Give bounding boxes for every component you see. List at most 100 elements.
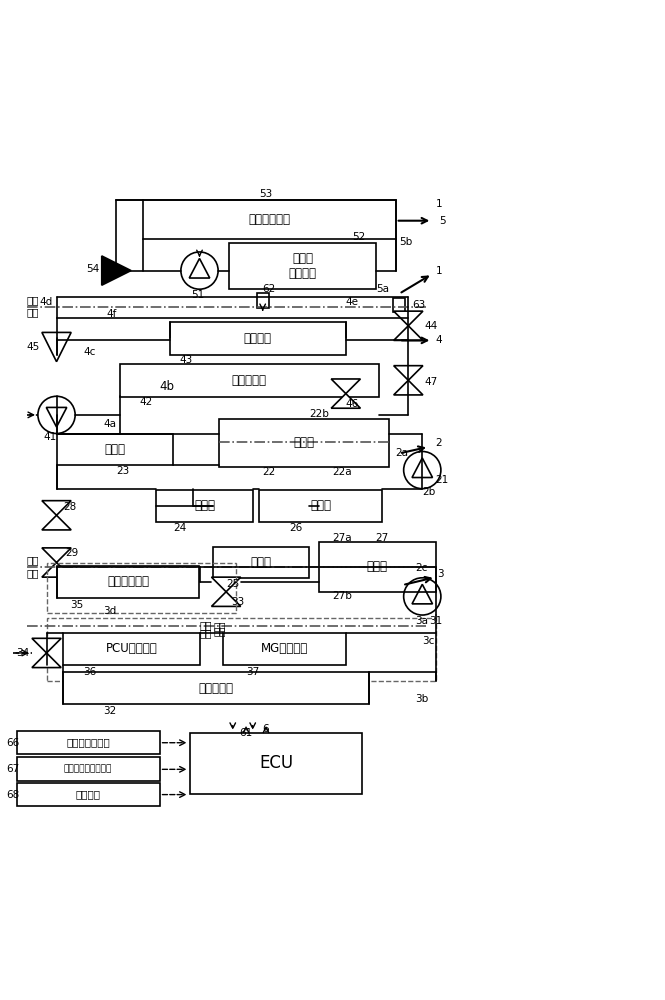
- Text: ECU: ECU: [259, 754, 293, 772]
- Text: 蒸发器: 蒸发器: [311, 499, 331, 512]
- Text: 後方: 後方: [27, 296, 39, 306]
- Text: 操作面板: 操作面板: [76, 789, 100, 799]
- Polygon shape: [42, 515, 71, 530]
- Text: 前方: 前方: [27, 307, 39, 317]
- Text: 33: 33: [231, 597, 245, 607]
- Text: 前方: 前方: [213, 621, 225, 631]
- Text: 63: 63: [412, 300, 426, 310]
- Text: 31: 31: [429, 616, 442, 626]
- Bar: [259, 490, 382, 522]
- Polygon shape: [331, 394, 360, 408]
- Bar: [156, 490, 253, 522]
- Bar: [57, 434, 173, 465]
- Polygon shape: [394, 311, 423, 326]
- Bar: [319, 542, 436, 592]
- Text: PCU热交换器: PCU热交换器: [106, 642, 157, 655]
- Text: 21: 21: [436, 475, 449, 485]
- Text: 4b: 4b: [160, 380, 175, 393]
- Polygon shape: [394, 380, 423, 395]
- Polygon shape: [42, 563, 71, 577]
- Text: 43: 43: [180, 355, 193, 365]
- Text: 27: 27: [376, 533, 389, 543]
- Polygon shape: [102, 256, 131, 285]
- Text: 4: 4: [436, 335, 442, 345]
- Text: 外部空气温度传感器: 外部空气温度传感器: [64, 764, 112, 773]
- Bar: [143, 200, 396, 239]
- Text: 22b: 22b: [309, 409, 329, 419]
- Text: 5: 5: [439, 216, 446, 226]
- Polygon shape: [211, 592, 241, 606]
- Text: 3: 3: [438, 569, 444, 579]
- Text: 膨胀阀: 膨胀阀: [251, 556, 271, 569]
- Text: 62: 62: [263, 284, 276, 294]
- Bar: [17, 731, 160, 754]
- Text: 电池热交换器: 电池热交换器: [107, 575, 149, 588]
- Text: 32: 32: [103, 706, 116, 716]
- Text: 44: 44: [424, 321, 438, 331]
- Bar: [63, 633, 200, 665]
- Polygon shape: [394, 326, 423, 340]
- Text: 28: 28: [63, 502, 76, 512]
- Text: 2a: 2a: [396, 448, 409, 458]
- Text: 冷却器: 冷却器: [367, 560, 388, 573]
- Text: 34: 34: [17, 648, 30, 658]
- Text: 23: 23: [116, 466, 130, 476]
- Text: 53: 53: [259, 189, 273, 199]
- Text: 67: 67: [7, 764, 20, 774]
- Polygon shape: [42, 332, 71, 362]
- Text: 29: 29: [65, 548, 78, 558]
- Text: 26: 26: [289, 523, 303, 533]
- Text: 66: 66: [7, 738, 20, 748]
- Text: 4a: 4a: [103, 419, 116, 429]
- Bar: [257, 293, 269, 308]
- Polygon shape: [32, 653, 61, 668]
- Text: 52: 52: [352, 232, 366, 242]
- Text: 3c: 3c: [422, 636, 435, 646]
- Text: 47: 47: [424, 377, 438, 387]
- Text: 4d: 4d: [40, 297, 53, 307]
- Text: 3b: 3b: [416, 694, 429, 704]
- Text: 室内温度传感器: 室内温度传感器: [66, 737, 110, 747]
- Text: 61: 61: [239, 728, 253, 738]
- Text: 5a: 5a: [376, 284, 389, 294]
- Text: 51: 51: [192, 290, 205, 300]
- Text: 後方: 後方: [200, 628, 212, 638]
- Text: 27a: 27a: [332, 533, 352, 543]
- Polygon shape: [331, 379, 360, 394]
- Bar: [17, 757, 160, 781]
- Text: 6: 6: [263, 724, 269, 734]
- Text: MG热交换器: MG热交换器: [261, 642, 308, 655]
- Text: 68: 68: [7, 790, 20, 800]
- Bar: [17, 783, 160, 806]
- Text: 2: 2: [436, 438, 442, 448]
- Text: 加热器芯: 加热器芯: [243, 332, 272, 345]
- Bar: [229, 243, 376, 289]
- Bar: [393, 298, 405, 312]
- Text: 1: 1: [436, 266, 442, 276]
- Text: 前方: 前方: [200, 620, 212, 630]
- Text: 5b: 5b: [399, 237, 412, 247]
- Text: 高温散热器: 高温散热器: [232, 374, 267, 387]
- Bar: [120, 364, 379, 397]
- Bar: [219, 419, 389, 467]
- Bar: [63, 672, 369, 704]
- Text: 46: 46: [346, 399, 359, 409]
- Text: 後方: 後方: [213, 627, 225, 637]
- Text: 22: 22: [263, 467, 276, 477]
- Text: 4e: 4e: [346, 297, 359, 307]
- Polygon shape: [42, 548, 71, 563]
- Bar: [213, 547, 309, 578]
- Text: 中央: 中央: [27, 568, 39, 578]
- Bar: [190, 733, 362, 794]
- Text: 42: 42: [140, 397, 153, 407]
- Text: 1: 1: [436, 199, 442, 209]
- Text: 内燃机
热交换器: 内燃机 热交换器: [289, 252, 317, 280]
- Text: 24: 24: [173, 523, 186, 533]
- Text: 41: 41: [43, 432, 57, 442]
- Bar: [47, 618, 436, 681]
- Text: 3a: 3a: [416, 616, 429, 626]
- Text: 22a: 22a: [332, 467, 352, 477]
- Text: 54: 54: [86, 264, 100, 274]
- Bar: [47, 563, 236, 613]
- Text: 前方: 前方: [27, 555, 39, 565]
